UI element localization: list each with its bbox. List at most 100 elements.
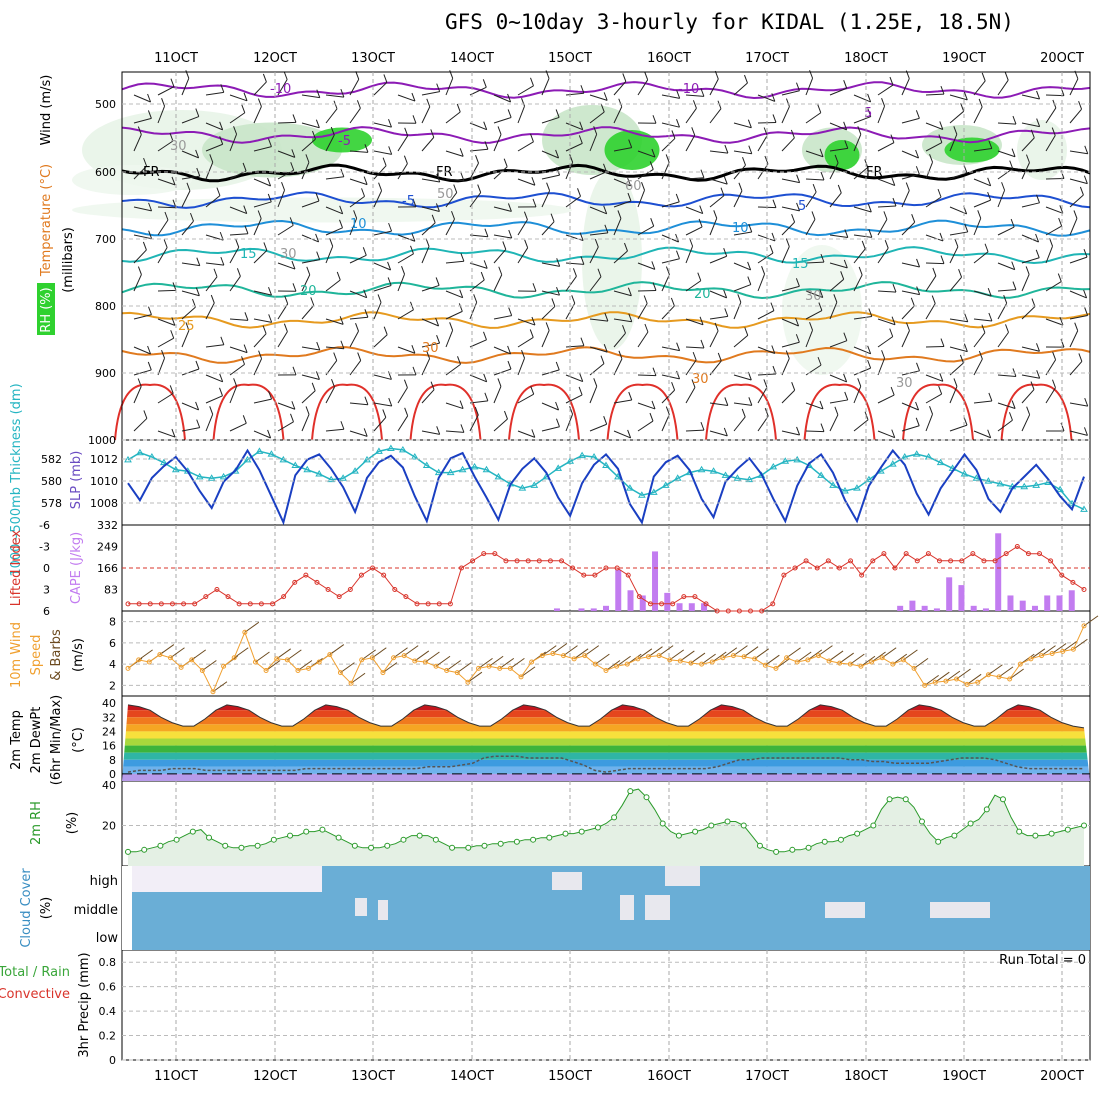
cloud-label: Cloud Cover — [19, 868, 34, 948]
wind-barb — [1045, 387, 1056, 404]
wind-barb — [901, 78, 910, 96]
wind-barb-flag — [1052, 351, 1057, 360]
wind-barb — [997, 190, 1006, 208]
wind-barb-flag — [738, 182, 743, 192]
wind-barb — [589, 134, 598, 152]
cape-bar — [1007, 595, 1014, 611]
wind-barb-flag — [843, 373, 848, 383]
lifted-index-point — [203, 594, 209, 600]
wind-barb-flag — [987, 288, 992, 297]
wind-barb — [805, 112, 822, 124]
wind-speed-point — [964, 681, 970, 687]
wind-barb — [709, 78, 719, 96]
thickness-point — [410, 453, 419, 460]
wind-barb-flag — [603, 205, 608, 214]
wind-barb-flag — [219, 136, 224, 145]
wind-barb — [349, 108, 361, 124]
wind-barb — [565, 262, 584, 265]
cape-bar — [553, 608, 560, 611]
wind-barb-flag — [459, 400, 464, 409]
wind-barb-flag — [555, 109, 560, 118]
cape-tick: 83 — [104, 584, 118, 597]
surface-wind-barb — [510, 657, 525, 669]
wind-barb — [349, 330, 359, 348]
wind-barb-flag — [652, 367, 657, 376]
rh2m-point — [967, 820, 974, 827]
surface-wind-barb — [425, 651, 440, 663]
wind-barb-flag — [834, 154, 839, 164]
lifted-index-point — [392, 587, 398, 592]
wind-barb-flag — [143, 157, 148, 167]
surface-wind-barb — [786, 647, 801, 659]
wind-barb — [589, 94, 608, 101]
wind-speed-point — [624, 661, 630, 667]
wind-barb — [781, 178, 800, 184]
temp-band — [122, 710, 1090, 718]
wind-barb — [949, 318, 968, 323]
wind-speed-point — [231, 655, 237, 661]
wind-barb — [661, 201, 680, 208]
surface-temp-contour — [311, 383, 383, 441]
wind-barb — [949, 231, 968, 236]
wind-barb-flag — [147, 110, 152, 119]
wind-barb-flag — [530, 77, 534, 87]
wind-barb — [517, 358, 525, 376]
wind-barb — [397, 135, 409, 152]
wind-barb — [829, 87, 847, 96]
wind-barb-flag — [700, 169, 705, 178]
wind-barb-flag — [186, 182, 191, 192]
wind-barb — [157, 337, 174, 348]
wind-speed-point — [284, 657, 290, 663]
wind-speed-point — [699, 661, 705, 667]
wind-barb — [541, 221, 555, 236]
wind-barb — [1069, 78, 1079, 96]
wind-barb — [853, 274, 863, 292]
surface-wind-barb — [690, 652, 706, 664]
wind-barb-flag — [618, 98, 623, 107]
rh2m-point — [222, 842, 229, 849]
wind-barb — [253, 290, 272, 296]
wind-barb-flag — [1003, 295, 1008, 304]
lifted-index-point — [370, 565, 376, 571]
thickness-point — [554, 464, 563, 471]
thickness-point — [482, 465, 491, 473]
wind-barb-flag — [411, 345, 416, 354]
surface-wind-barb — [881, 647, 897, 659]
wind-barb — [853, 94, 871, 103]
wind-barb — [733, 190, 743, 208]
wind-barb-flag — [236, 268, 241, 277]
wind-barb — [373, 165, 387, 180]
chart-title: GFS 0~10day 3-hourly for KIDAL (1.25E, 1… — [445, 10, 1014, 34]
wind-barb-flag — [508, 229, 513, 239]
wind-barb — [781, 206, 800, 212]
wind-barb — [1069, 194, 1084, 208]
wind-speed-point — [497, 665, 503, 671]
wind-barb-flag — [426, 350, 431, 359]
wind-barb — [229, 346, 248, 354]
wind-barb — [733, 231, 752, 236]
wind-barb — [709, 255, 727, 264]
wind-barb-flag — [1059, 316, 1064, 326]
pressure-tick: 500 — [95, 98, 116, 111]
lifted-index-point — [147, 601, 153, 607]
rh2m-point — [351, 842, 358, 849]
wind-barb — [877, 358, 886, 376]
wind-speed-point — [507, 665, 513, 671]
wind-barb-flag — [700, 339, 705, 349]
wind-barb-flag — [1030, 129, 1035, 139]
wind-barb-flag — [353, 210, 358, 219]
wind-barb — [349, 360, 362, 376]
wind-barb — [853, 206, 872, 213]
wind-speed-point — [911, 665, 917, 671]
wind-barb-flag — [1012, 368, 1017, 377]
thickness-point — [387, 444, 395, 451]
thickness-point — [422, 461, 431, 468]
rh-shade — [312, 127, 372, 153]
wind-speed-point — [327, 652, 333, 658]
wind-barb-flag — [820, 253, 825, 263]
wind-barb — [373, 150, 392, 155]
wind-barb — [613, 178, 631, 187]
wind-barb-flag — [744, 74, 748, 84]
wind-barb-flag — [578, 135, 583, 144]
wind-barb-flag — [744, 327, 749, 336]
